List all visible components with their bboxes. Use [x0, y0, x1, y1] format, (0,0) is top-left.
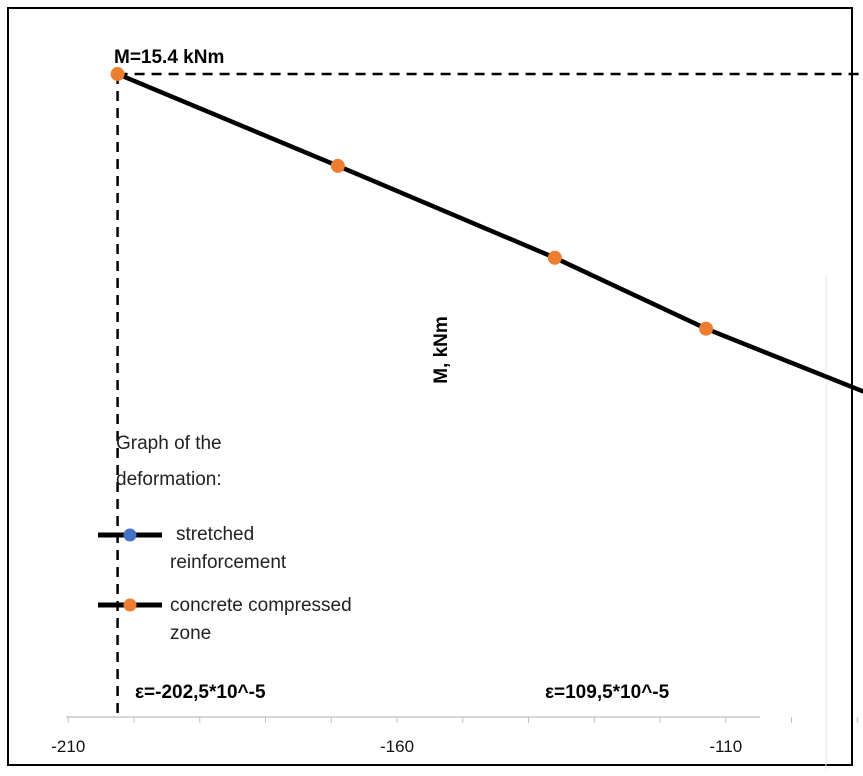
legend: Graph of the deformation: stretched rein…: [98, 433, 352, 644]
y-axis-label: M, kNm: [431, 316, 452, 384]
annotation-eps-compressed: ε=-202,5*10^-5: [135, 682, 266, 703]
data-point-compressed: [330, 158, 345, 173]
legend-entry-stretched-line-2: reinforcement: [170, 552, 287, 573]
annotation-eps-stretched: ε=109,5*10^-5: [545, 682, 670, 703]
data-point-compressed: [699, 321, 714, 336]
legend-entry-stretched-line-1: stretched: [176, 524, 254, 545]
legend-entry-compressed-line-1: concrete compressed: [170, 595, 352, 616]
data-point-compressed: [110, 67, 125, 82]
annotation-max-moment: M=15.4 kNm: [114, 47, 224, 68]
legend-marker-compressed: [123, 598, 137, 612]
legend-title-line-2: deformation:: [116, 469, 222, 490]
legend-marker-stretched: [123, 528, 137, 542]
series-line-compressed: [116, 71, 863, 394]
x-tick-label: -110: [709, 737, 742, 756]
legend-entry-compressed-line-2: zone: [170, 623, 211, 644]
outer-border: [7, 7, 853, 766]
data-point-compressed: [547, 250, 562, 265]
x-tick-label: -210: [51, 737, 85, 756]
x-tick-label: -160: [380, 737, 414, 756]
legend-title-line-1: Graph of the: [116, 433, 222, 454]
